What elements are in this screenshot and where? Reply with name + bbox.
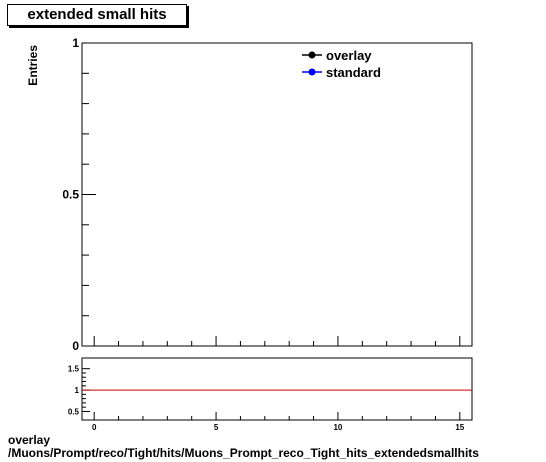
ratio-y-tick-label: 1.5 [68,365,80,374]
legend-label-standard: standard [326,65,381,80]
main-plot-frame [81,42,473,347]
footer-path: /Muons/Prompt/reco/Tight/hits/Muons_Prom… [8,446,479,460]
legend-label-overlay: overlay [326,48,372,63]
legend-marker-standard [308,68,316,76]
y-axis-label: Entries [26,45,40,86]
ratio-x-tick-label: 10 [333,423,342,432]
y-tick-label: 0.5 [62,188,79,202]
ratio-plot-frame [81,357,473,421]
ratio-x-tick-label: 5 [214,423,219,432]
ratio-x-tick-label: 0 [92,423,97,432]
legend-marker-overlay [308,51,316,59]
ratio-y-tick-label: 0.5 [68,407,80,416]
ratio-y-tick-label: 1 [75,386,80,395]
footer-label: overlay [8,433,51,447]
y-tick-label: 1 [72,36,79,50]
plot-title: extended small hits [7,4,187,26]
y-tick-label: 0 [72,339,79,353]
ratio-x-tick-label: 15 [455,423,464,432]
